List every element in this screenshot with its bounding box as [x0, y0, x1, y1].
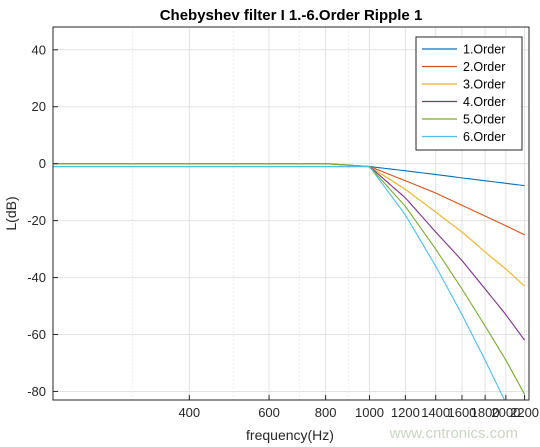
series-line-5: [53, 163, 526, 395]
series-line-4: [53, 165, 526, 341]
series-line-3: [53, 163, 525, 287]
x-tick-label: 800: [315, 405, 337, 420]
x-tick-label: 2200: [510, 405, 539, 420]
legend-label: 6.Order: [463, 130, 505, 144]
x-tick-label: 1400: [421, 405, 450, 420]
legend-label: 5.Order: [463, 113, 505, 127]
plot-frame: [52, 26, 530, 401]
series-line-6: [53, 165, 506, 400]
legend-label: 3.Order: [463, 78, 505, 92]
y-axis-label: L(dB): [3, 196, 19, 230]
legend-label: 2.Order: [463, 60, 505, 74]
x-tick-label: 1200: [391, 405, 420, 420]
y-tick-label: 40: [32, 42, 46, 57]
y-tick-label: -40: [27, 270, 46, 285]
legend: 1.Order 2.Order 3.Order 4.Order 5.Order 6.Ord…: [415, 36, 523, 151]
chart-title: Chebyshev filter I 1.-6.Order Ripple 1: [160, 7, 423, 24]
y-tick-label: -80: [27, 384, 46, 399]
x-tick-label: 1600: [447, 405, 476, 420]
y-tick-label: -20: [27, 213, 46, 228]
x-tick-label: 400: [178, 405, 200, 420]
legend-label: 1.Order: [463, 43, 505, 57]
legend-box: [415, 36, 523, 151]
series-layer: [53, 163, 526, 400]
series-line-2: [53, 163, 525, 236]
x-tick-label: 600: [258, 405, 280, 420]
x-tick-label: 1800: [471, 405, 500, 420]
y-tick-label: -60: [27, 327, 46, 342]
x-tick-label: 1000: [355, 405, 384, 420]
y-tick-label: 0: [39, 156, 46, 171]
legend-label: 4.Order: [463, 95, 505, 109]
x-axis-label: frequency(Hz): [246, 427, 334, 443]
y-tick-label: 20: [32, 99, 46, 114]
watermark: www.cntronics.com: [389, 425, 518, 442]
x-tick-label: 2000: [491, 405, 520, 420]
